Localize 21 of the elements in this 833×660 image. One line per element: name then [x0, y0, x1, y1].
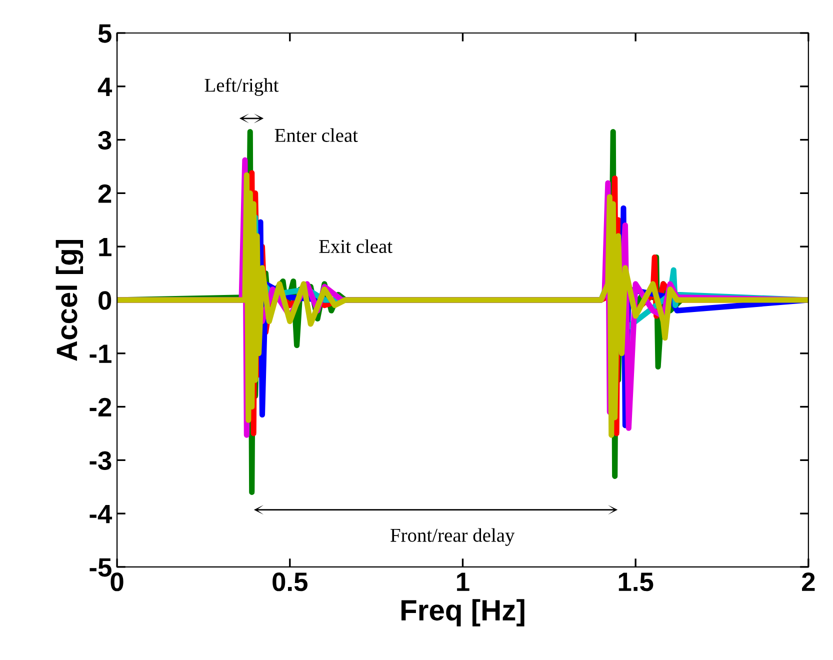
y-tick-label: 5	[98, 24, 112, 43]
y-tick-label: 0	[98, 291, 112, 310]
y-tick-label: 2	[98, 184, 112, 203]
x-tick-label: 1	[457, 572, 470, 591]
x-tick-label: 0.5	[272, 572, 308, 592]
annotation: Exit cleat	[319, 239, 392, 254]
annotation: Enter cleat	[274, 128, 358, 142]
x-tick-label: 1.5	[618, 572, 654, 592]
y-axis-title: Accel [g]	[56, 240, 84, 361]
y-tick-label: -5	[90, 558, 112, 577]
y-tick-label: 1	[99, 238, 112, 256]
y-tick-label: -3	[90, 451, 112, 470]
annotation: Front/rear delay	[390, 528, 515, 546]
x-tick-label: 2	[802, 572, 815, 591]
y-tick-label: -1	[90, 344, 112, 363]
y-tick-label: 3	[98, 130, 112, 150]
x-axis-title: Freq [Hz]	[401, 599, 524, 626]
y-tick-label: -2	[90, 398, 112, 416]
y-tick-label: 4	[98, 78, 112, 96]
annotation: Left/right	[204, 78, 279, 96]
y-tick-label: -4	[90, 504, 112, 524]
